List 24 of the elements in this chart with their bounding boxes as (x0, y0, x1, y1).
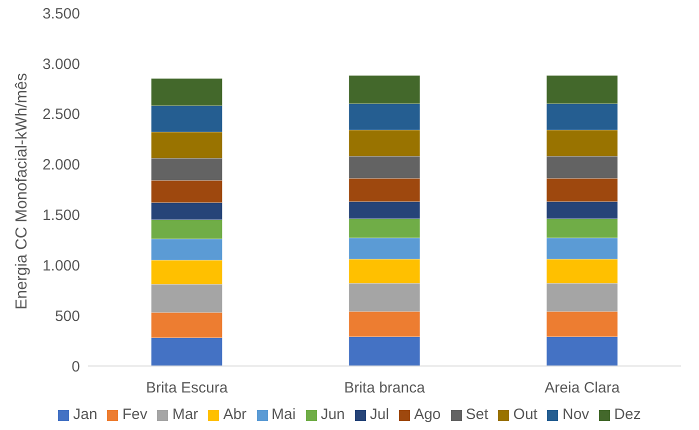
y-tick-label: 1.500 (42, 207, 80, 224)
legend-label: Out (513, 406, 538, 423)
y-tick-label: 0 (72, 358, 80, 376)
legend-label: Mai (272, 406, 296, 423)
legend-label: Ago (414, 406, 441, 423)
legend-label: Jul (370, 406, 390, 423)
y-tick-label: 3.000 (42, 56, 80, 73)
y-tick-label: 2.500 (42, 106, 80, 124)
x-tick-label: Brita Escura (146, 380, 228, 397)
y-tick-label: 3.500 (42, 5, 80, 22)
legend-label: Mar (172, 406, 198, 423)
y-tick-label: 2.000 (42, 156, 80, 174)
legend-label: Nov (562, 406, 590, 423)
y-axis-title: Energia CC Monofacial-kWh/mês (14, 72, 31, 310)
y-tick-label: 1.000 (42, 257, 80, 274)
legend-label: Jun (320, 406, 345, 423)
y-tick-label: 500 (54, 308, 80, 325)
x-tick-label: Areia Clara (544, 380, 620, 397)
legend-label: Set (466, 406, 488, 423)
x-tick-label: Brita branca (344, 380, 426, 397)
legend-label: Jan (73, 406, 98, 423)
legend-label: Fev (122, 406, 148, 423)
legend-label: Abr (223, 406, 247, 423)
legend-label: Dez (614, 406, 641, 423)
